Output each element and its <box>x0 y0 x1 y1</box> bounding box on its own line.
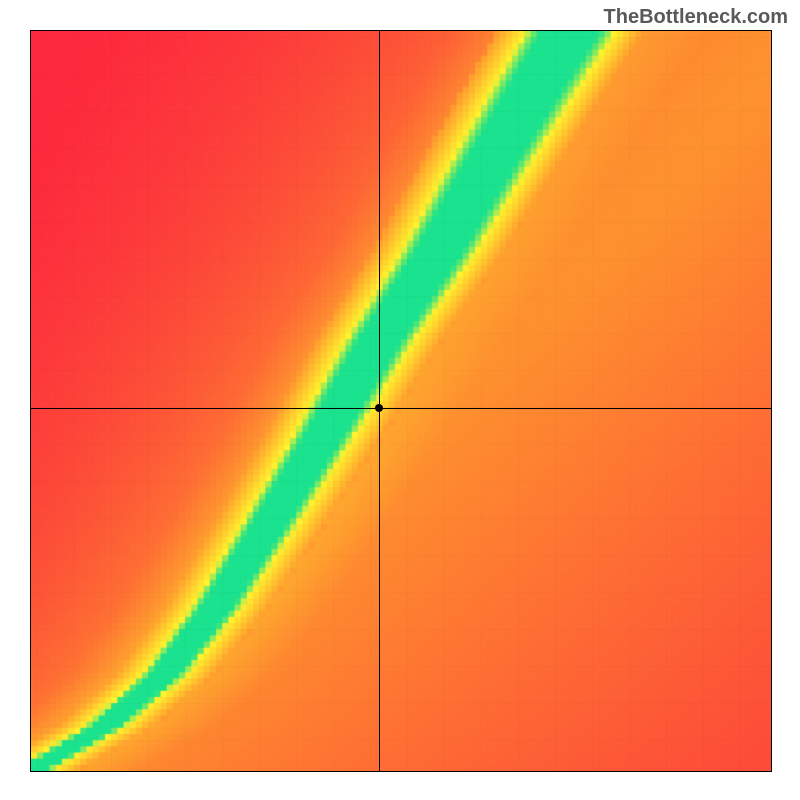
plot-area <box>30 30 772 772</box>
heatmap-canvas <box>31 31 771 771</box>
crosshair-horizontal <box>31 408 771 409</box>
crosshair-vertical <box>379 31 380 771</box>
watermark-text: TheBottleneck.com <box>604 6 788 29</box>
figure-container: TheBottleneck.com <box>0 0 800 800</box>
crosshair-marker <box>375 404 383 412</box>
